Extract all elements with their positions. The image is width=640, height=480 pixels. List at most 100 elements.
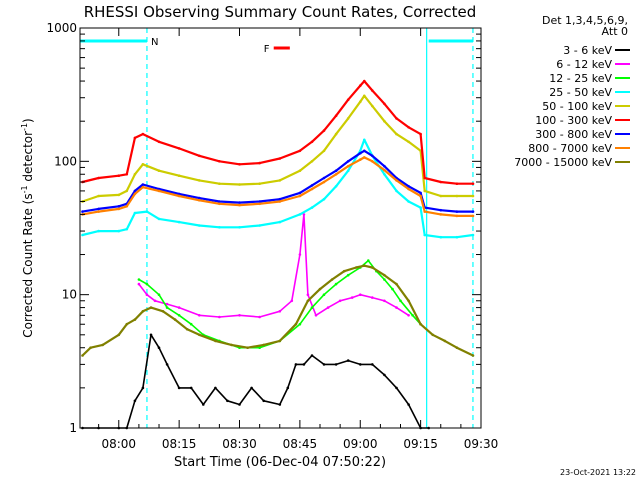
data-point [322,149,326,153]
y-tick-label: 10 [62,288,77,302]
data-point [298,191,302,195]
data-point [314,314,318,317]
y-axis-label-part: ) [21,118,35,123]
data-point [383,102,386,106]
data-point [359,158,362,161]
data-point [141,386,145,390]
data-point [117,205,121,208]
data-point [383,164,386,168]
data-point [97,229,100,233]
y-axis-label-part: -1 [20,185,29,193]
x-tick-label: 09:30 [464,437,499,451]
data-point [363,156,366,159]
legend-label: 100 - 300 keV [535,114,612,127]
data-point [278,200,282,203]
data-point [165,302,169,306]
data-point [278,403,282,406]
data-point [371,104,374,108]
data-point [230,343,233,347]
data-point [419,194,422,198]
data-point [383,373,386,377]
data-point [238,201,241,204]
data-point [133,192,137,196]
legend-label: 7000 - 15000 keV [514,156,612,169]
data-point [185,328,189,331]
legend-label: 25 - 50 keV [549,86,612,99]
data-point [81,210,84,213]
series [81,149,475,213]
data-point [399,299,402,303]
data-point [198,179,201,182]
data-point [238,163,241,166]
data-point [125,189,129,193]
data-point [177,306,181,309]
data-point [258,224,261,227]
data-point [439,235,443,239]
data-point [117,333,121,337]
data-point [198,224,201,227]
data-point [407,314,410,317]
data-point [278,157,282,160]
data-point [238,226,241,229]
data-point [97,210,100,213]
data-point [395,386,398,390]
data-point [423,176,427,180]
annotation-label: F [264,44,270,55]
data-point [145,293,149,297]
series-line [138,259,422,349]
data-point [455,214,459,218]
data-point [371,363,374,366]
data-point [391,287,394,291]
data-point [455,210,459,213]
data-point [471,210,475,213]
data-point [153,299,157,303]
data-point [302,363,306,366]
data-point [97,194,100,198]
data-point [322,176,326,180]
data-point [419,206,422,209]
y-tick-label: 100 [54,154,77,168]
data-point [141,132,145,136]
data-point [202,403,205,406]
data-point [177,220,181,224]
data-point [423,189,427,193]
series [137,259,422,350]
x-axis-label: Start Time (06-Dec-04 07:50:22) [174,455,386,470]
data-point [258,200,261,203]
data-point [363,149,366,153]
data-point [354,266,358,269]
data-point [407,403,410,406]
data-point [133,399,137,403]
data-point [359,151,362,155]
data-point [298,149,302,153]
data-point [455,235,459,239]
data-point [334,173,338,176]
data-point [290,299,294,303]
series [81,138,475,239]
data-point [294,322,298,326]
y-tick-label: 1000 [46,21,77,35]
data-point [117,174,121,177]
data-point [226,399,229,403]
data-point [89,346,92,350]
data-point [439,194,443,198]
data-point [117,229,121,233]
data-point [286,386,290,390]
data-point [218,200,221,203]
data-point [395,282,398,286]
data-point [423,233,427,237]
data-point [198,333,201,337]
data-point [330,278,334,281]
data-point [258,202,261,206]
data-point [395,306,398,309]
x-tick-label: 08:15 [162,437,197,451]
data-point [173,318,177,321]
series [81,156,475,218]
data-point [157,140,161,144]
data-point [250,386,253,390]
data-point [439,180,443,184]
data-point [334,282,338,286]
data-point [189,386,193,390]
data-point [310,206,314,209]
